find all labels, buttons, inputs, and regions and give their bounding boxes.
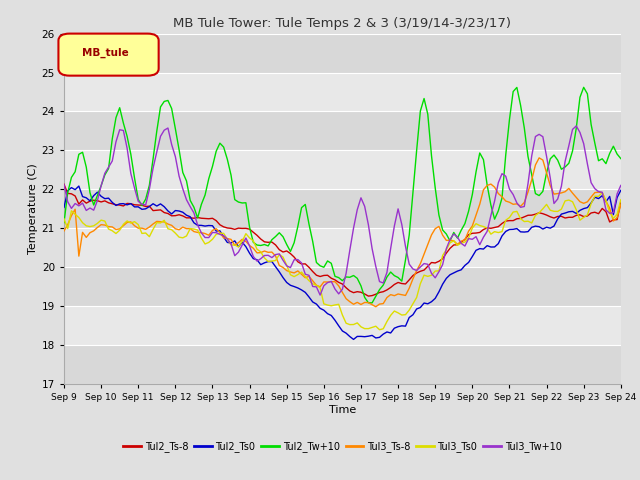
Bar <box>64 267 621 306</box>
Bar <box>64 150 621 189</box>
Title: MB Tule Tower: Tule Temps 2 & 3 (3/19/14-3/23/17): MB Tule Tower: Tule Temps 2 & 3 (3/19/14… <box>173 17 511 30</box>
Legend: Tul2_Ts-8, Tul2_Ts0, Tul2_Tw+10, Tul3_Ts-8, Tul3_Ts0, Tul3_Tw+10: Tul2_Ts-8, Tul2_Ts0, Tul2_Tw+10, Tul3_Ts… <box>120 438 565 456</box>
Bar <box>64 189 621 228</box>
Bar <box>64 306 621 345</box>
Bar <box>64 228 621 267</box>
FancyBboxPatch shape <box>58 34 159 76</box>
Text: MB_tule: MB_tule <box>83 48 129 58</box>
Bar <box>64 345 621 384</box>
Bar <box>64 34 621 72</box>
Bar <box>64 111 621 150</box>
Bar <box>64 72 621 111</box>
X-axis label: Time: Time <box>329 405 356 415</box>
Y-axis label: Temperature (C): Temperature (C) <box>28 163 38 254</box>
